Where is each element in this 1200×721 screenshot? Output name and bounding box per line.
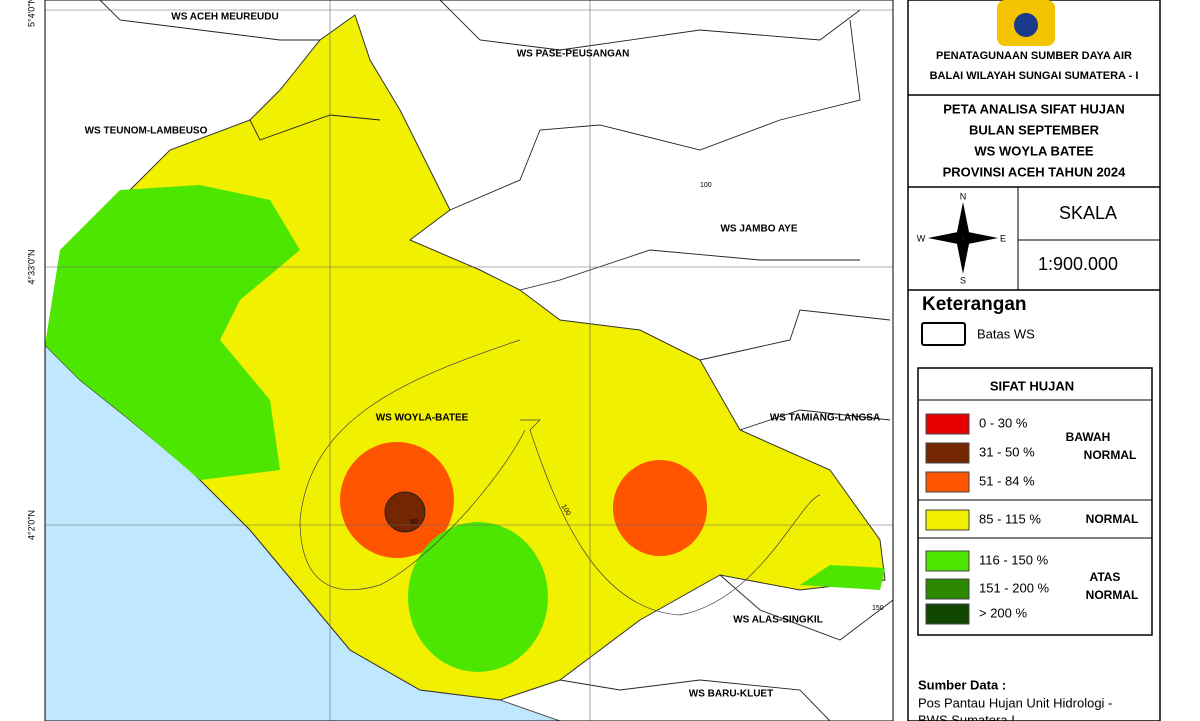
compass-label: W bbox=[917, 233, 926, 243]
agency: BALAI WILAYAH SUNGAI SUMATERA - I bbox=[930, 70, 1139, 82]
compass-label: S bbox=[960, 275, 966, 285]
region-label: WS TAMIANG-LANGSA bbox=[770, 413, 880, 424]
legend-label: 116 - 150 % bbox=[979, 552, 1049, 567]
green-zone bbox=[408, 522, 548, 672]
legend-heading: SIFAT HUJAN bbox=[990, 378, 1074, 393]
legend-label: 151 - 200 % bbox=[979, 580, 1050, 595]
group-label: ATAS bbox=[1090, 570, 1121, 584]
legend-swatch bbox=[925, 471, 970, 493]
agency: PENATAGUNAAN SUMBER DAYA AIR bbox=[936, 50, 1132, 62]
scale: 1:900.000 bbox=[1038, 254, 1118, 274]
graticule bbox=[45, 0, 893, 721]
region-label: WS BARU-KLUET bbox=[689, 689, 773, 700]
orange-zone bbox=[613, 460, 707, 556]
lat-label: 5°4'0"N bbox=[26, 0, 36, 27]
contour bbox=[299, 429, 526, 591]
region-label: WS PASE-PEUSANGAN bbox=[517, 49, 630, 60]
map-title: PETA ANALISA SIFAT HUJAN bbox=[943, 101, 1125, 116]
contour-label: 150 bbox=[872, 605, 884, 612]
legend-label: 51 - 84 % bbox=[979, 473, 1035, 488]
ws-boundary bbox=[99, 0, 894, 721]
legend-label: 31 - 50 % bbox=[979, 444, 1035, 459]
map-title: WS WOYLA BATEE bbox=[974, 143, 1093, 158]
legend-title: Keterangan bbox=[922, 294, 1027, 315]
group-label: NORMAL bbox=[1084, 448, 1137, 462]
region-label: WS WOYLA-BATEE bbox=[376, 413, 469, 424]
green-zone bbox=[800, 565, 885, 590]
compass bbox=[928, 202, 998, 274]
region-label: WS TEUNOM-LAMBEUSO bbox=[85, 126, 208, 137]
compass-label: N bbox=[960, 191, 967, 201]
brown-zone bbox=[384, 491, 426, 533]
legend-swatch bbox=[925, 578, 970, 600]
map-title: PROVINSI ACEH TAHUN 2024 bbox=[943, 164, 1127, 179]
lat-label: 4°2'0"N bbox=[26, 510, 36, 540]
source-title: Sumber Data : bbox=[918, 677, 1006, 692]
region-label: WS JAMBO AYE bbox=[720, 224, 797, 235]
contour-label: 100 bbox=[560, 503, 572, 517]
green-zone bbox=[45, 185, 300, 480]
side-panel bbox=[907, 0, 1161, 721]
region-label: WS ACEH MEUREUDU bbox=[171, 12, 278, 23]
legend-swatch bbox=[925, 550, 970, 572]
group-label: BAWAH bbox=[1066, 430, 1111, 444]
legend-swatch bbox=[925, 413, 970, 435]
legend-swatch bbox=[925, 603, 970, 625]
contour-label: 50 bbox=[410, 519, 418, 526]
compass-label: E bbox=[1000, 233, 1006, 243]
source: Pos Pantau Hujan Unit Hidrologi - bbox=[918, 695, 1112, 710]
legend-label: > 200 % bbox=[979, 605, 1028, 620]
legend-label: 85 - 115 % bbox=[979, 511, 1041, 526]
scale-label: SKALA bbox=[1059, 203, 1117, 223]
contour-label: 100 bbox=[700, 182, 712, 189]
logo bbox=[997, 0, 1055, 46]
source: BWS Sumatera I bbox=[918, 712, 1015, 721]
map-frame bbox=[44, 0, 894, 721]
group-label: NORMAL bbox=[1086, 512, 1139, 526]
group-label: NORMAL bbox=[1086, 588, 1139, 602]
lat-label: 4°33'0"N bbox=[26, 249, 36, 284]
boundary-label: Batas WS bbox=[977, 326, 1035, 341]
contour bbox=[299, 339, 821, 616]
legend-swatch bbox=[925, 509, 970, 531]
region-label: WS ALAS-SINGKIL bbox=[733, 615, 823, 626]
legend-label: 0 - 30 % bbox=[979, 415, 1028, 430]
map-title: BULAN SEPTEMBER bbox=[969, 122, 1100, 137]
map: 5°4'0"N 4°33'0"N 4°2'0"N WS ACEH MEUREUD… bbox=[26, 0, 894, 721]
legend-swatch bbox=[925, 442, 970, 464]
